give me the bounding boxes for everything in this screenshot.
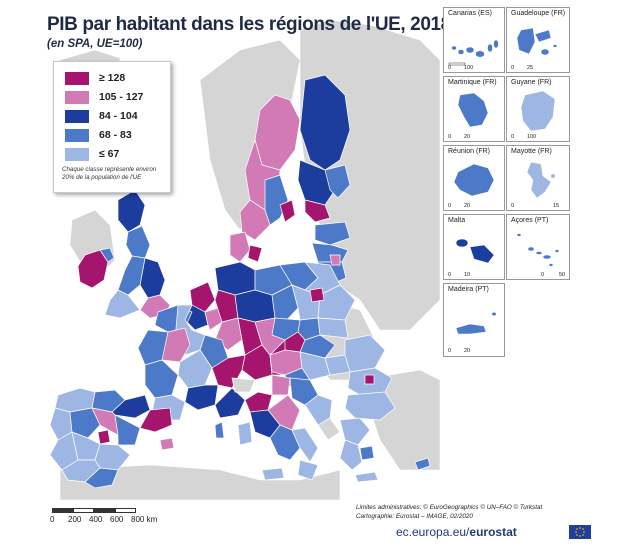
inset-shape (455, 312, 496, 335)
inset-malta: Malta 0 10 (443, 214, 505, 280)
region-nordics (239, 74, 351, 241)
inset-martinique: Martinique (FR) 0 20 (443, 76, 505, 142)
region-central-west (184, 261, 299, 381)
region-poland (279, 261, 356, 341)
map-title: PIB par habitant dans les régions de l'U… (47, 14, 451, 35)
inset-guyane: Guyane (FR) 0 100 (506, 76, 570, 142)
region-ireland (77, 247, 115, 289)
region-romania-bulgaria (344, 334, 396, 421)
legend: ≥ 128 105 - 127 84 - 104 68 - 83 ≤ 67 Ch… (53, 61, 171, 193)
legend-label: 105 - 127 (99, 91, 144, 103)
inset-madeira: Madeira (PT) 0 20 (443, 283, 505, 357)
legend-swatch (65, 109, 89, 123)
legend-label: ≥ 128 (99, 72, 126, 84)
inset-scale: 0 (448, 134, 452, 140)
region-iberia (49, 387, 175, 489)
inset-scale: 0 (511, 203, 515, 209)
inset-label: Guadeloupe (FR) (511, 10, 566, 17)
inset-label: Açores (PT) (511, 217, 549, 224)
legend-label: 84 - 104 (99, 110, 138, 122)
inset-shape (455, 238, 495, 264)
legend-swatch (65, 90, 89, 104)
scale-label: 0 (50, 515, 55, 524)
credits-line: Cartographie: Eurostat – IMAGE, 02/2020 (356, 512, 473, 520)
inset-scale: 10 (464, 272, 471, 278)
inset-scale: 0 (511, 134, 515, 140)
inset-shape (457, 92, 489, 128)
inset-label: Mayotte (FR) (511, 148, 552, 155)
inset-label: Malta (448, 217, 466, 224)
scale-bar: 0 200 400 600 800 km (50, 508, 162, 524)
inset-shape (453, 163, 495, 197)
inset-scale: 100 (464, 65, 474, 71)
inset-label: Martinique (FR) (448, 79, 497, 86)
inset-shape (526, 161, 555, 199)
legend-item: 105 - 127 (65, 90, 143, 104)
region-greece (339, 417, 431, 483)
inset-scale: 0 (448, 272, 452, 278)
scale-segment (73, 508, 94, 513)
inset-label: Guyane (FR) (511, 79, 552, 86)
legend-item: ≤ 67 (65, 147, 119, 161)
scale-segment (94, 508, 115, 513)
legend-item: 68 - 83 (65, 128, 132, 142)
map-credits: Limites administratives: © EuroGeographi… (356, 504, 542, 521)
scale-label: 400 (89, 515, 103, 524)
source-prefix: ec.europa.eu/ (396, 525, 470, 539)
region-denmark (229, 231, 263, 263)
europe-map (49, 19, 441, 501)
legend-note: Chaque classe représente environ 20% de … (62, 166, 157, 181)
eu-stars-icon (575, 527, 585, 537)
inset-canarias: Canarias (ES) 0 100 (443, 7, 505, 73)
legend-label: ≤ 67 (99, 148, 120, 160)
region-islands (214, 421, 285, 481)
legend-item: ≥ 128 (65, 71, 125, 85)
inset-scale: 50 (559, 272, 566, 278)
map-frame (32, 0, 588, 550)
region-balkans (289, 377, 341, 441)
inset-scale: 0 (448, 348, 452, 354)
scale-label: 800 km (131, 515, 158, 524)
inset-scale: 25 (527, 65, 534, 71)
inset-reunion: Réunion (FR) 0 20 (443, 145, 505, 211)
scale-segment (115, 508, 136, 513)
inset-shape (516, 27, 558, 56)
eu-flag-icon (569, 525, 591, 539)
inset-scale: 20 (464, 134, 471, 140)
region-italy (231, 374, 319, 481)
region-france (137, 304, 246, 421)
inset-label: Réunion (FR) (448, 148, 491, 155)
inset-scale: 0 (448, 65, 452, 71)
scale-label: 200 (68, 515, 82, 524)
legend-swatch (65, 128, 89, 142)
legend-swatch (65, 147, 89, 161)
inset-label: Canarias (ES) (448, 10, 492, 17)
inset-scale: 100 (527, 134, 537, 140)
inset-scale: 20 (464, 348, 471, 354)
inset-scale: 0 (511, 65, 515, 71)
inset-shape (516, 233, 560, 267)
inset-scale: 20 (464, 203, 471, 209)
inset-acores: Açores (PT) 0 50 (506, 214, 570, 280)
source-link[interactable]: ec.europa.eu/eurostat (396, 525, 517, 539)
inset-mayotte: Mayotte (FR) 0 15 (506, 145, 570, 211)
map-subtitle: (en SPA, UE=100) (47, 38, 143, 50)
inset-guadeloupe: Guadeloupe (FR) 0 25 (506, 7, 570, 73)
scale-segment (52, 508, 73, 513)
credits-line: Limites administratives: © EuroGeographi… (356, 504, 543, 511)
region-uk (104, 189, 171, 319)
legend-item: 84 - 104 (65, 109, 138, 123)
inset-shape (520, 90, 556, 132)
inset-scale: 0 (541, 272, 545, 278)
legend-swatch (65, 71, 89, 85)
scale-label: 600 (110, 515, 124, 524)
inset-shape (448, 39, 499, 66)
inset-label: Madeira (PT) (448, 286, 489, 293)
inset-scale: 15 (553, 203, 560, 209)
legend-label: 68 - 83 (99, 129, 132, 141)
source-brand: eurostat (469, 525, 517, 539)
inset-scale: 0 (448, 203, 452, 209)
